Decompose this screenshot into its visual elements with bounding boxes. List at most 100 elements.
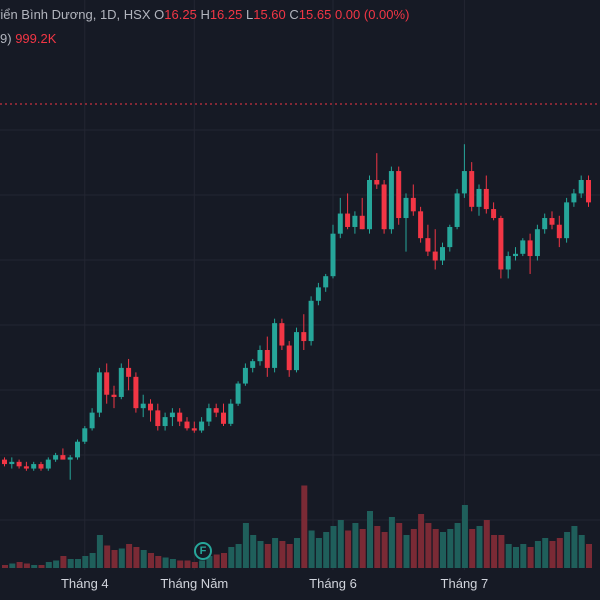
volume-bar xyxy=(177,560,184,568)
volume-bar xyxy=(294,538,300,568)
volume-bar xyxy=(184,560,191,568)
volume-bar xyxy=(454,523,461,568)
volume-bar xyxy=(447,529,454,568)
candle-body xyxy=(213,408,219,413)
volume-bar xyxy=(564,532,571,568)
candle-body xyxy=(38,464,44,469)
candle-body xyxy=(257,350,263,362)
candle-body xyxy=(476,188,482,207)
volume-bar xyxy=(520,544,527,568)
volume-bar xyxy=(286,544,293,568)
candle-body xyxy=(96,372,102,413)
candle-body xyxy=(586,180,591,203)
candle-body xyxy=(578,180,584,194)
volume-bar xyxy=(199,560,206,568)
volume-bar xyxy=(345,530,352,568)
financials-marker-icon[interactable]: F xyxy=(194,542,212,560)
volume-bar xyxy=(315,538,322,568)
candle-body xyxy=(228,403,234,424)
volume-bar xyxy=(542,538,549,568)
candle-body xyxy=(388,171,394,230)
volume-bar xyxy=(440,532,446,568)
volume-bars xyxy=(2,485,592,568)
volume-bar xyxy=(352,523,359,568)
candle-body xyxy=(345,213,351,227)
candle-body xyxy=(272,323,278,368)
volume-bar xyxy=(23,563,30,568)
volume-bar xyxy=(45,562,52,568)
candle-body xyxy=(89,412,95,429)
volume-bar xyxy=(476,526,483,568)
volume-bar xyxy=(89,553,96,568)
volume-bar xyxy=(169,559,176,568)
candle-body xyxy=(352,215,358,227)
volume-bar xyxy=(2,565,8,568)
candle-body xyxy=(126,367,132,377)
candle-body xyxy=(162,417,168,427)
volume-bar xyxy=(469,529,476,568)
volume-bar xyxy=(250,535,257,568)
candle-body xyxy=(2,459,7,465)
candle-body xyxy=(148,403,153,411)
volume-bar xyxy=(221,553,227,568)
candle-body xyxy=(498,218,504,270)
volume-bar xyxy=(257,541,264,568)
volume-bar xyxy=(235,544,242,568)
candle-body xyxy=(425,238,431,252)
volume-bar xyxy=(191,562,198,568)
candle-body xyxy=(23,466,29,469)
volume-bar xyxy=(549,541,556,568)
volume-bar xyxy=(242,523,249,568)
time-axis[interactable]: Tháng 4 Tháng Năm Tháng 6 Tháng 7 xyxy=(0,576,600,594)
volume-bar xyxy=(556,538,563,568)
candle-body xyxy=(169,412,175,418)
volume-bar xyxy=(104,545,111,568)
volume-bar xyxy=(374,526,381,568)
candle-body xyxy=(374,180,380,185)
volume-bar xyxy=(461,505,468,568)
volume-legend: 9) 999.2K xyxy=(0,31,56,46)
candle-body xyxy=(564,202,570,239)
volume-bar xyxy=(206,556,213,568)
volume-bar xyxy=(425,523,432,568)
volume-bar xyxy=(410,529,417,568)
volume-bar xyxy=(213,554,220,568)
volume-bar xyxy=(330,526,337,568)
change-value: 0.00 (0.00%) xyxy=(334,7,410,22)
candle-body xyxy=(67,457,73,460)
volume-bar xyxy=(67,559,74,568)
candle-body xyxy=(118,367,124,397)
volume-bar xyxy=(31,565,38,568)
volume-bar xyxy=(534,541,541,568)
close-value: 15.65 xyxy=(298,7,332,22)
volume-bar xyxy=(337,520,344,568)
candle-body xyxy=(542,218,548,230)
open-label: O xyxy=(154,7,165,22)
price-candles xyxy=(2,144,591,480)
candle-body xyxy=(184,421,190,429)
volume-bar xyxy=(16,562,23,568)
candle-body xyxy=(111,394,117,397)
volume-bar xyxy=(571,526,578,568)
candle-body xyxy=(469,171,475,207)
volume-bar xyxy=(162,557,169,568)
candle-body xyxy=(264,350,270,368)
candle-body xyxy=(53,455,59,460)
candle-body xyxy=(410,197,416,212)
candle-body xyxy=(527,240,533,257)
candle-body xyxy=(308,300,314,342)
volume-label: 9) xyxy=(0,31,12,46)
volume-bar xyxy=(38,565,45,568)
chart-grid xyxy=(0,0,600,570)
volume-bar xyxy=(432,529,439,568)
candle-body xyxy=(381,184,387,230)
candle-body xyxy=(505,256,511,270)
volume-value: 999.2K xyxy=(15,31,57,46)
volume-bar xyxy=(388,517,395,568)
volume-bar xyxy=(118,548,125,568)
volume-bar xyxy=(301,485,308,568)
volume-bar xyxy=(155,556,162,568)
volume-bar xyxy=(111,550,118,568)
candle-body xyxy=(556,224,562,239)
